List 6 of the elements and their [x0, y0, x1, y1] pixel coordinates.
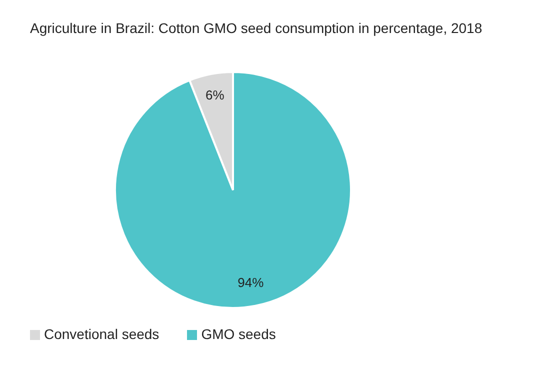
legend-label: GMO seeds	[201, 326, 276, 342]
data-label: 94%	[238, 275, 264, 290]
legend-label: Convetional seeds	[44, 326, 160, 342]
pie-slice	[114, 71, 352, 309]
data-label: 6%	[205, 87, 225, 102]
chart-title: Agriculture in Brazil: Cotton GMO seed consumption in percentage, 2018	[30, 20, 482, 36]
